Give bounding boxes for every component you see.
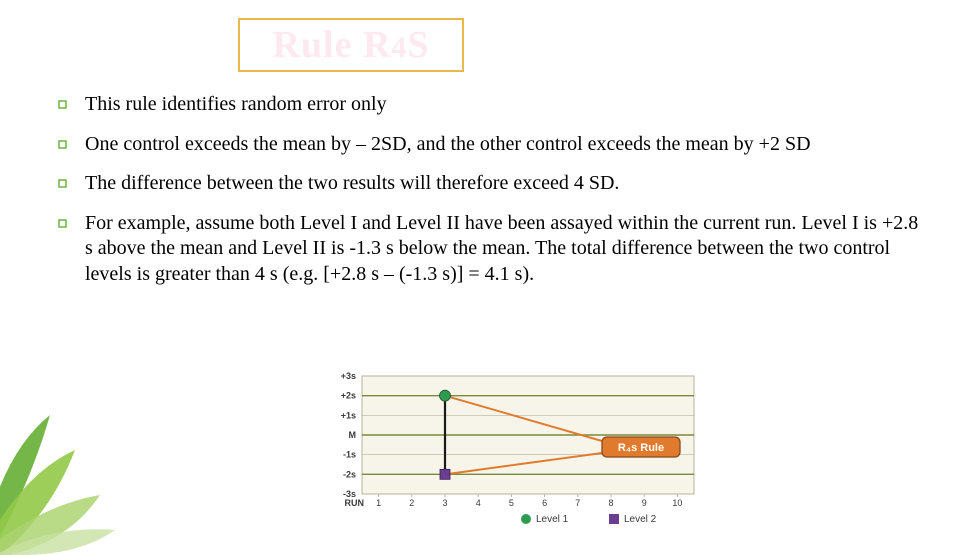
title-box: Rule R4S xyxy=(238,18,464,72)
svg-text:9: 9 xyxy=(642,498,647,508)
svg-text:5: 5 xyxy=(509,498,514,508)
svg-text:Level 2: Level 2 xyxy=(624,514,657,525)
leaf-decoration xyxy=(0,355,140,555)
svg-text:+1s: +1s xyxy=(341,410,356,420)
svg-text:6: 6 xyxy=(542,498,547,508)
chart-svg: +3s+2s+1sM-1s-2s-3s12345678910RUNR₄s Rul… xyxy=(320,370,700,535)
list-item: The difference between the two results w… xyxy=(58,171,928,197)
svg-text:7: 7 xyxy=(575,498,580,508)
svg-text:+3s: +3s xyxy=(341,371,356,381)
svg-text:-1s: -1s xyxy=(343,450,356,460)
svg-text:-2s: -2s xyxy=(343,469,356,479)
list-item: For example, assume both Level I and Lev… xyxy=(58,211,928,288)
bullet-icon xyxy=(58,140,67,149)
svg-text:1: 1 xyxy=(376,498,381,508)
bullet-list: This rule identifies random error only O… xyxy=(58,92,928,302)
r4s-chart: +3s+2s+1sM-1s-2s-3s12345678910RUNR₄s Rul… xyxy=(320,370,700,535)
list-item: One control exceeds the mean by – 2SD, a… xyxy=(58,132,928,158)
list-item: This rule identifies random error only xyxy=(58,92,928,118)
slide-title: Rule R4S xyxy=(272,23,429,67)
title-tail: S xyxy=(407,24,429,66)
bullet-icon xyxy=(58,179,67,188)
svg-text:8: 8 xyxy=(608,498,613,508)
svg-text:+2s: +2s xyxy=(341,391,356,401)
bullet-text: For example, assume both Level I and Lev… xyxy=(85,211,928,288)
svg-text:R₄s Rule: R₄s Rule xyxy=(618,442,664,454)
title-sub: 4 xyxy=(391,31,407,64)
svg-text:3: 3 xyxy=(442,498,447,508)
title-main: Rule R xyxy=(272,24,391,66)
svg-text:Level 1: Level 1 xyxy=(536,514,569,525)
bullet-icon xyxy=(58,219,67,228)
svg-text:2: 2 xyxy=(409,498,414,508)
bullet-text: This rule identifies random error only xyxy=(85,92,387,118)
svg-text:M: M xyxy=(349,430,357,440)
svg-text:10: 10 xyxy=(672,498,682,508)
svg-text:4: 4 xyxy=(476,498,481,508)
bullet-text: The difference between the two results w… xyxy=(85,171,619,197)
bullet-text: One control exceeds the mean by – 2SD, a… xyxy=(85,132,811,158)
bullet-icon xyxy=(58,100,67,109)
svg-text:RUN: RUN xyxy=(345,498,365,508)
